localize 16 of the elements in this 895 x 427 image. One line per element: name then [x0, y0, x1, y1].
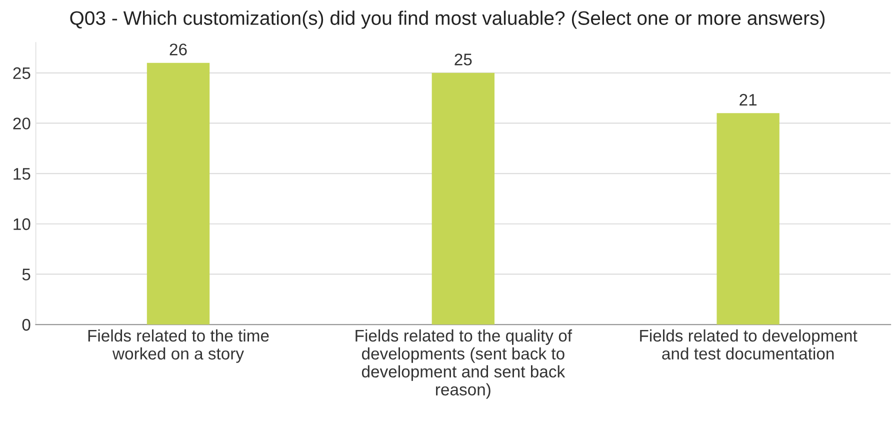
data-label: 21	[740, 94, 757, 106]
bar	[716, 113, 780, 325]
x-tick-label: Fields related to the time worked on a story	[88, 329, 269, 363]
chart-title: Q03 - Which customization(s) did you find most valuable? (Select one or more answers)	[70, 10, 825, 29]
bar	[146, 62, 210, 325]
y-tick-label: 10	[14, 218, 30, 230]
x-tick-label: Fields related to development and test documentation	[640, 329, 858, 360]
y-tick-label: 15	[14, 168, 30, 180]
data-label: 26	[170, 44, 187, 56]
y-tick-label: 20	[13, 118, 30, 130]
bar	[432, 72, 494, 325]
y-tick-label: 25	[13, 67, 30, 80]
data-label: 25	[454, 54, 472, 66]
y-tick-label: 0	[22, 318, 30, 331]
y-tick-label: 5	[22, 268, 30, 280]
x-tick-label: Fields related to the quality of developments (sent back to development and sent back reason)	[356, 329, 572, 399]
